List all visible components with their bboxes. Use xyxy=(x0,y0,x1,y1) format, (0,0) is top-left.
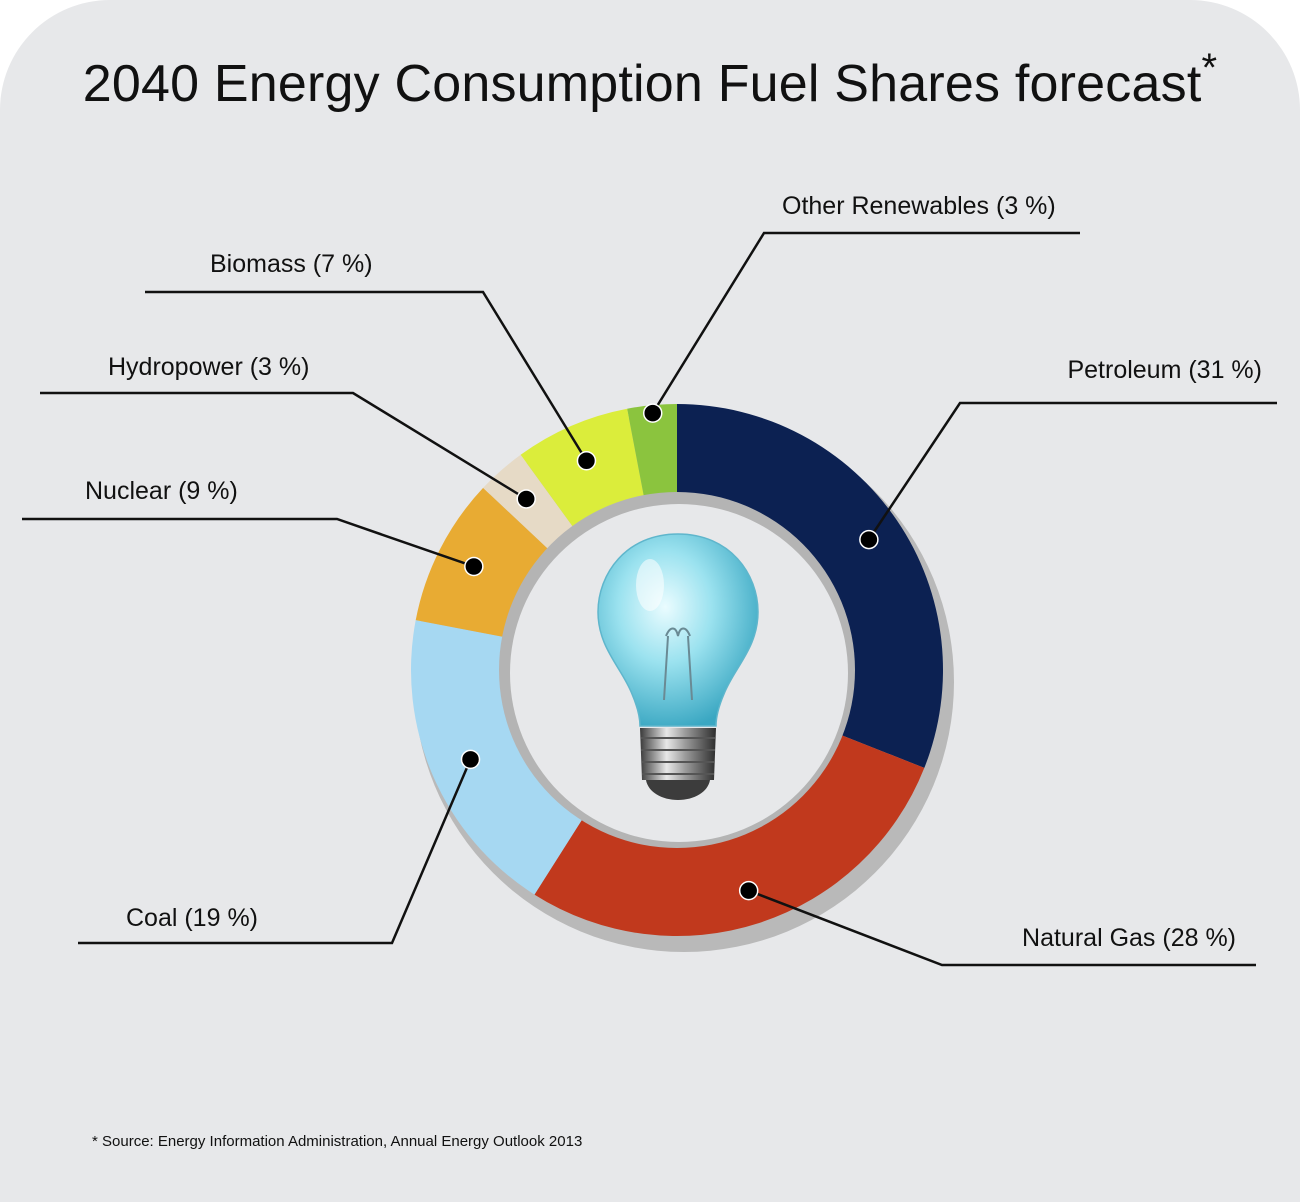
slice-biomass xyxy=(520,408,645,531)
slice-label-other-renewables: Other Renewables (3 %) xyxy=(782,192,1056,220)
marker-dot-biomass xyxy=(576,451,597,471)
slice-label-biomass: Biomass (7 %) xyxy=(210,250,373,278)
leader-line-nuclear xyxy=(22,517,475,568)
slice-label-natural-gas: Natural Gas (28 %) xyxy=(1022,924,1236,952)
slice-label-nuclear: Nuclear (9 %) xyxy=(85,477,238,505)
slice-other-renewables xyxy=(627,404,677,502)
chart-title: 2040 Energy Consumption Fuel Shares fore… xyxy=(82,46,1218,113)
light-bulb-icon xyxy=(597,533,759,800)
marker-dot-petroleum xyxy=(859,529,879,550)
leader-line-natural-gas xyxy=(748,889,1256,967)
title-asterisk: * xyxy=(1201,46,1218,90)
marker-dot-natural-gas xyxy=(738,880,759,901)
slice-label-hydropower: Hydropower (3 %) xyxy=(108,353,309,381)
marker-dot-other-renewables xyxy=(642,403,663,423)
marker-dot-hydropower xyxy=(516,489,536,509)
slice-coal xyxy=(410,620,585,895)
leader-line-coal xyxy=(78,758,472,945)
leader-line-hydropower xyxy=(40,391,527,501)
leader-line-other-renewables xyxy=(651,231,1080,414)
slice-petroleum xyxy=(677,404,944,768)
slice-label-petroleum: Petroleum (31 %) xyxy=(1067,356,1262,384)
slice-label-coal: Coal (19 %) xyxy=(126,904,258,932)
source-note: * Source: Energy Information Administrat… xyxy=(92,1133,583,1150)
leader-line-petroleum xyxy=(867,401,1277,541)
slice-annotations: Petroleum (31 %) Natural Gas (28 %) Coal (… xyxy=(22,192,1277,967)
marker-dot-nuclear xyxy=(464,556,484,577)
marker-dot-coal xyxy=(460,749,481,770)
leader-line-biomass xyxy=(145,290,588,462)
